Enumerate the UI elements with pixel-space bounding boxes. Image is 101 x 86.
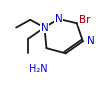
Text: H₂N: H₂N xyxy=(29,64,48,74)
Text: N: N xyxy=(55,14,62,24)
Text: N: N xyxy=(41,23,48,33)
Text: Br: Br xyxy=(79,15,90,25)
Text: N: N xyxy=(87,36,95,46)
